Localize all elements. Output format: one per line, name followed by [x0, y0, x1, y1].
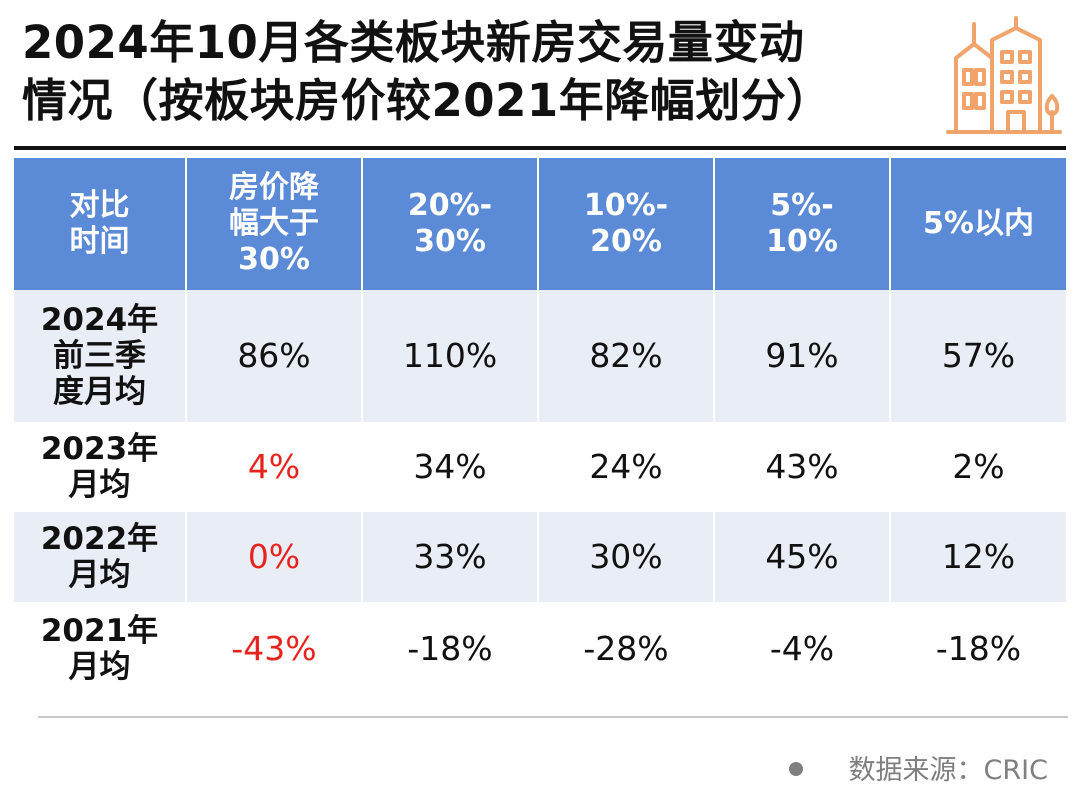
table-cell: 33%: [362, 512, 539, 602]
title-rule: [14, 146, 1066, 150]
table-row: 2024年 前三季 度月均 86% 110% 82% 91% 57%: [14, 290, 1066, 422]
table-row: 2021年 月均 -43% -18% -28% -4% -18%: [14, 602, 1066, 696]
table-row: 2023年 月均 4% 34% 24% 43% 2%: [14, 422, 1066, 512]
table-cell-highlight: 0%: [186, 512, 363, 602]
bullet-icon: [788, 761, 803, 776]
table-cell: 2%: [890, 422, 1066, 512]
source-text: 数据来源：CRIC: [848, 755, 1048, 786]
table-row: 2022年 月均 0% 33% 30% 45% 12%: [14, 512, 1066, 602]
row-label: 2024年 前三季 度月均: [14, 290, 187, 422]
column-header: 5%以内: [890, 158, 1066, 290]
column-header: 对比 时间: [14, 158, 187, 290]
table-cell: -18%: [362, 602, 539, 696]
table-cell: -18%: [890, 602, 1066, 696]
data-table: 对比 时间 房价降 幅大于 30% 20%- 30% 10%- 20% 5%- 10% 5%…: [14, 158, 1066, 696]
table-cell: 34%: [362, 422, 539, 512]
column-header: 20%- 30%: [362, 158, 539, 290]
row-label: 2021年 月均: [14, 602, 187, 696]
column-header: 10%- 20%: [538, 158, 715, 290]
table-cell: 82%: [538, 290, 715, 422]
table-cell: 24%: [538, 422, 715, 512]
column-header: 5%- 10%: [714, 158, 891, 290]
table-cell: -28%: [538, 602, 715, 696]
table-cell: 86%: [186, 290, 363, 422]
table-cell: 57%: [890, 290, 1066, 422]
title-line-1: 2024年10月各类板块新房交易量变动: [22, 16, 805, 69]
source-note: 数据来源：CRIC: [788, 748, 1048, 787]
building-icon: [946, 16, 1062, 134]
table-cell-highlight: -43%: [186, 602, 363, 696]
row-label: 2023年 月均: [14, 422, 187, 512]
chart-title: 2024年10月各类板块新房交易量变动 情况（按板块房价较2021年降幅划分）: [22, 14, 922, 130]
table-cell: 12%: [890, 512, 1066, 602]
title-line-2: 情况（按板块房价较2021年降幅划分）: [22, 74, 832, 127]
table-cell: 91%: [714, 290, 891, 422]
table-cell: 43%: [714, 422, 891, 512]
table-cell-highlight: 4%: [186, 422, 363, 512]
table-header-row: 对比 时间 房价降 幅大于 30% 20%- 30% 10%- 20% 5%- 10% 5%…: [14, 158, 1066, 290]
column-header: 房价降 幅大于 30%: [186, 158, 363, 290]
row-label: 2022年 月均: [14, 512, 187, 602]
table-cell: 45%: [714, 512, 891, 602]
bottom-rule: [38, 716, 1068, 718]
table-cell: 110%: [362, 290, 539, 422]
table-cell: -4%: [714, 602, 891, 696]
table-cell: 30%: [538, 512, 715, 602]
